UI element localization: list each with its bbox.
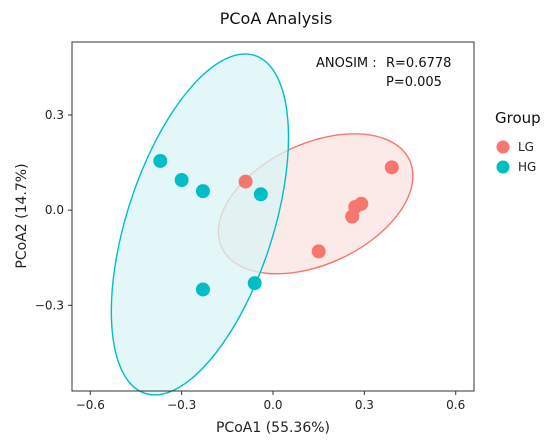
plot-area xyxy=(110,53,414,396)
legend: Group LG HG xyxy=(495,109,541,174)
chart-title: PCoA Analysis xyxy=(220,9,333,28)
legend-marker-lg xyxy=(496,140,510,154)
x-tick-label: 0.6 xyxy=(446,398,465,412)
point-lg-2 xyxy=(384,160,399,175)
point-hg-2 xyxy=(174,173,189,188)
point-hg-3 xyxy=(195,184,210,199)
y-tick-label: 0.3 xyxy=(45,108,64,122)
anosim-label: ANOSIM : xyxy=(316,56,377,71)
point-lg-1 xyxy=(238,174,253,189)
legend-label-hg: HG xyxy=(518,160,536,174)
x-tick-label: −0.3 xyxy=(167,398,196,412)
point-hg-6 xyxy=(195,282,210,297)
x-tick-label: 0.3 xyxy=(355,398,374,412)
anosim-r-value: R=0.6778 xyxy=(386,56,451,71)
anosim-p-value: P=0.005 xyxy=(386,75,442,90)
point-hg-4 xyxy=(253,187,268,202)
y-tick-label: −0.3 xyxy=(35,298,64,312)
y-tick-label: 0.0 xyxy=(45,203,64,217)
point-hg-5 xyxy=(247,276,262,291)
legend-title: Group xyxy=(495,109,541,127)
confidence-ellipse-hg xyxy=(110,53,290,396)
y-axis: 0.3 0.0 −0.3 xyxy=(35,108,72,312)
point-lg-6 xyxy=(311,244,326,259)
legend-label-lg: LG xyxy=(518,140,534,154)
x-tick-label: 0.0 xyxy=(263,398,282,412)
point-lg-5 xyxy=(345,209,360,224)
y-axis-title: PCoA2 (14.7%) xyxy=(14,163,30,268)
x-axis: −0.6 −0.3 0.0 0.3 0.6 xyxy=(76,391,465,412)
x-tick-label: −0.6 xyxy=(76,398,105,412)
point-hg-1 xyxy=(153,153,168,168)
anosim-annotation: ANOSIM : R=0.6778 P=0.005 xyxy=(316,56,451,90)
legend-marker-hg xyxy=(496,160,510,174)
x-axis-title: PCoA1 (55.36%) xyxy=(216,420,330,436)
